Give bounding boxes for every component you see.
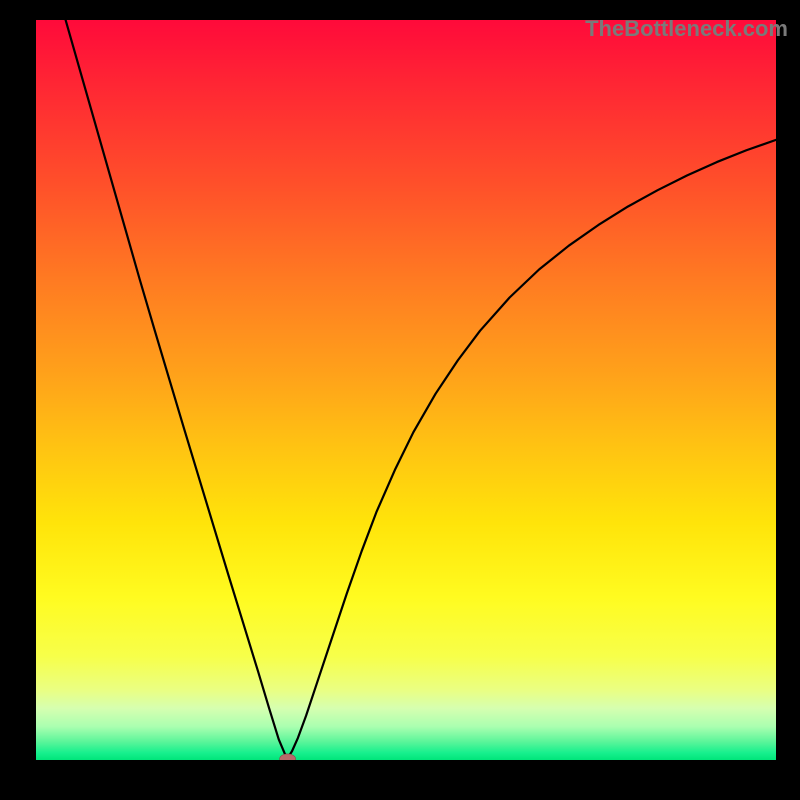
- chart-svg: TheBottleneck.com: [0, 0, 800, 800]
- bottleneck-chart-container: TheBottleneck.com: [0, 0, 800, 800]
- source-watermark: TheBottleneck.com: [585, 16, 788, 41]
- plot-gradient-background: [36, 20, 776, 760]
